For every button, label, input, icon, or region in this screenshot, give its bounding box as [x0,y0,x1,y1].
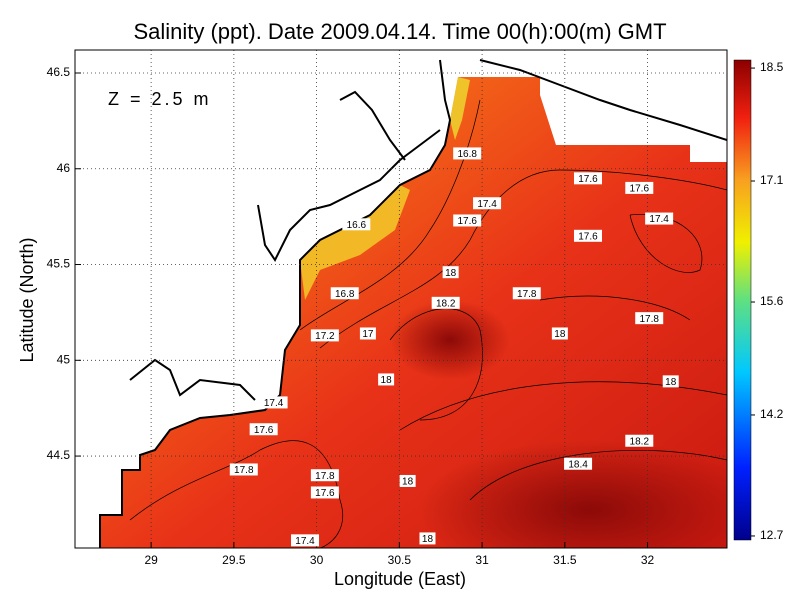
grid [75,50,727,548]
contour-label: 17.6 [630,184,650,195]
contour-label-box [512,287,541,300]
y-tick-label: 46.5 [47,65,71,79]
contour-line [539,295,691,321]
contour-label: 16.6 [347,220,367,231]
x-tick-label: 30 [310,553,324,567]
coast-line [339,90,406,161]
x-axis-label: Longitude (East) [334,569,466,589]
contour-label-box [431,296,460,309]
contour-label: 17.8 [234,465,254,476]
contour-label: 17.6 [457,216,477,227]
contour-label: 16.8 [335,289,355,300]
coastal-yellow [450,77,470,140]
contour-line [319,169,727,349]
contour-label-box [551,327,568,340]
x-tick-label: 30.5 [388,553,412,567]
contour-label: 17.4 [264,398,284,409]
deep-core [390,300,510,380]
contour-label-box [442,266,459,279]
y-tick-label: 46 [57,161,71,175]
contour-label: 16.8 [457,149,477,160]
contour-label-box [310,486,339,499]
contour-label: 18.2 [630,436,650,447]
contour-label-box [662,375,679,388]
contour-label-box [419,532,436,545]
contour-label-box [645,212,674,225]
coast-line [257,129,441,262]
contour-label-box [378,373,395,386]
y-axis-label: Latitude (North) [17,237,37,362]
contour-label: 18 [445,268,457,279]
contour-label: 18 [422,534,434,545]
contour-label-box [359,327,376,340]
contour-label-box [310,469,339,482]
colorbar-tick-label: 18.5 [760,60,784,74]
contour-label-box [573,229,602,242]
y-tick-label: 44.5 [47,448,71,462]
contour-label-box [249,423,278,436]
contour-line [389,308,483,421]
y-tick-label: 45.5 [47,257,71,271]
plot-frame [74,49,728,549]
x-tick-label: 31.5 [553,553,577,567]
coast-line [129,358,256,401]
contour-label: 17.6 [315,488,335,499]
contour-label-box [453,214,482,227]
chart-title: Salinity (ppt). Date 2009.04.14. Time 00… [133,19,666,44]
contour-label-box [453,147,482,160]
contour-label-box [573,172,602,185]
contour-line [129,440,344,548]
contour-label-box [229,463,258,476]
depth-annotation: Z = 2.5 m [108,89,212,109]
contour-label: 18 [554,329,566,340]
x-tick-label: 29.5 [222,553,246,567]
contour-label: 17.8 [639,314,659,325]
contour-label: 18.4 [568,459,588,470]
contour-label: 17.8 [315,471,335,482]
contour-label: 17.6 [254,425,274,436]
contour-label-box [259,396,288,409]
contour-label: 17.2 [315,331,335,342]
contour-line [469,450,727,501]
contour-label-box [399,474,416,487]
contour-label: 17.6 [578,174,598,185]
colorbar [733,59,752,541]
contour-label: 17.4 [295,536,315,547]
colorbar-tick-label: 12.7 [760,528,784,542]
contour-label: 18.2 [436,298,456,309]
contour-label: 18 [402,477,414,488]
contour-label-box [625,434,654,447]
contour-label-box [635,312,664,325]
contour-label-box [473,197,502,210]
contour-label-box [310,329,339,342]
contour-label-box [330,287,359,300]
colorbar-tick-label: 15.6 [760,294,784,308]
contour-label-box [342,218,371,231]
deep-core [420,440,727,548]
coastal-yellow [300,185,410,300]
contour-label-box [564,457,593,470]
contour-label: 17.4 [649,214,669,225]
contour-label: 17.6 [578,231,598,242]
coast-line [99,59,452,548]
contour-label: 18 [381,375,393,386]
x-tick-label: 32 [641,553,655,567]
contour-label: 18 [665,377,677,388]
contour-label: 17.4 [477,199,497,210]
y-tick-label: 45 [57,352,71,366]
coast-line [479,59,727,141]
contour-label-box [625,181,654,194]
x-tick-label: 29 [144,553,158,567]
contour-label: 17.8 [517,289,537,300]
x-tick-label: 31 [475,553,489,567]
contour-label: 17 [362,329,374,340]
colorbar-tick-label: 14.2 [760,407,784,421]
contour-label-box [291,534,320,547]
colorbar-tick-label: 17.1 [760,173,784,187]
